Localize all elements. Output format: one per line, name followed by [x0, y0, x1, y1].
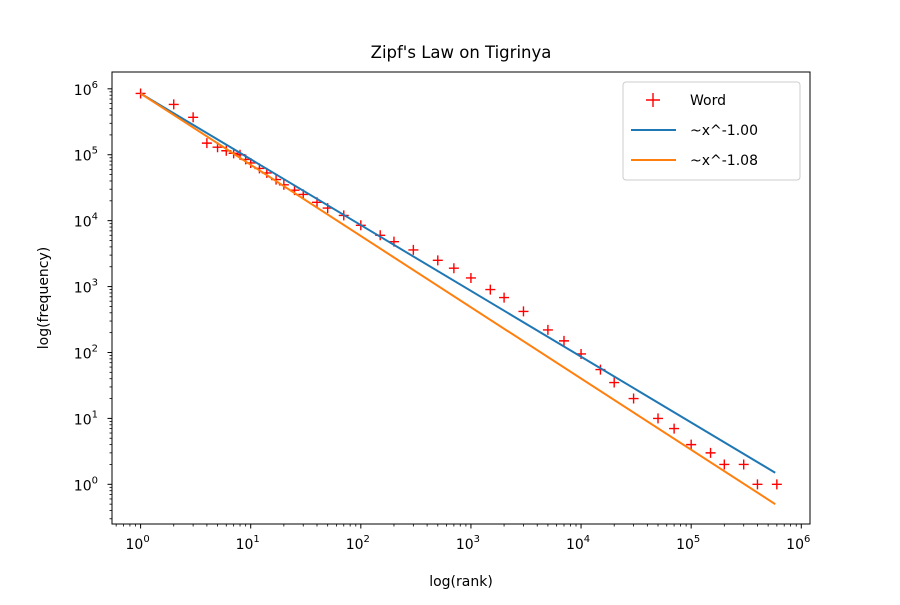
y-axis-label: log(frequency) [36, 247, 52, 349]
fit-line-2 [140, 92, 776, 505]
legend-box [622, 81, 801, 181]
x-tick-exponent: 4 [584, 534, 590, 545]
legend-label-0: Word [690, 93, 726, 109]
word-point [408, 244, 419, 255]
fit-line-1 [140, 92, 776, 474]
word-point [465, 272, 476, 283]
y-tick-exponent: 2 [92, 343, 98, 354]
x-tick-exponent: 3 [474, 534, 480, 545]
y-tick-exponent: 1 [92, 409, 98, 420]
word-point [168, 99, 179, 110]
y-tick-exponent: 6 [92, 80, 98, 91]
x-tick-exponent: 5 [694, 534, 700, 545]
word-point [201, 138, 212, 149]
data-marks [135, 88, 782, 505]
word-point [448, 263, 459, 274]
word-point [669, 423, 680, 434]
legend-label-2: ~x^-1.08 [690, 153, 758, 169]
y-tick-exponent: 3 [92, 278, 98, 289]
y-tick-exponent: 5 [92, 146, 98, 157]
y-tick-exponent: 0 [92, 475, 98, 486]
x-tick-exponent: 2 [364, 534, 370, 545]
x-axis-label: log(rank) [429, 574, 493, 590]
chart-title: Zipf's Law on Tigrinya [371, 43, 552, 62]
word-point [135, 88, 146, 99]
word-point [738, 459, 749, 470]
word-point [628, 393, 639, 404]
word-point [542, 324, 553, 335]
x-tick-exponent: 0 [143, 534, 149, 545]
word-point [609, 377, 620, 388]
word-point [705, 447, 716, 458]
word-point [499, 292, 510, 303]
word-point [518, 306, 529, 317]
y-tick-exponent: 4 [92, 212, 98, 223]
word-point [188, 112, 199, 123]
legend-label-1: ~x^-1.00 [690, 123, 758, 139]
word-point [558, 335, 569, 346]
x-tick-exponent: 1 [253, 534, 259, 545]
word-point [653, 413, 664, 424]
word-point [752, 479, 763, 490]
word-point [686, 439, 697, 450]
word-point [771, 479, 782, 490]
word-point [719, 459, 730, 470]
x-tick-exponent: 6 [804, 534, 810, 545]
word-point [485, 284, 496, 295]
legend: Word ~x^-1.00 ~x^-1.08 [622, 81, 801, 181]
legend-marker-word [646, 93, 660, 107]
word-point [432, 255, 443, 266]
